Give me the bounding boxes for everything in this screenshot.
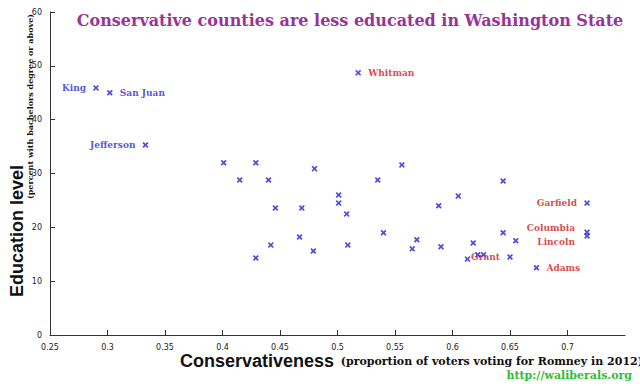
svg-text:Columbia: Columbia	[527, 223, 575, 233]
svg-text:Jefferson: Jefferson	[89, 140, 136, 150]
svg-text:0.6: 0.6	[446, 343, 459, 352]
svg-text:0.7: 0.7	[561, 343, 574, 352]
svg-text:0.5: 0.5	[331, 343, 344, 352]
svg-text:0.45: 0.45	[271, 343, 289, 352]
svg-text:0.65: 0.65	[501, 343, 519, 352]
svg-text:http://waliberals.org: http://waliberals.org	[506, 369, 632, 382]
svg-text:30: 30	[32, 169, 42, 178]
svg-text:0.25: 0.25	[41, 343, 59, 352]
svg-text:San Juan: San Juan	[120, 88, 166, 98]
svg-text:20: 20	[32, 223, 42, 232]
svg-text:0.35: 0.35	[156, 343, 174, 352]
svg-text:(proportion of voters voting f: (proportion of voters voting for Romney …	[341, 355, 640, 368]
svg-text:King: King	[62, 83, 87, 93]
svg-text:Grant: Grant	[471, 252, 501, 262]
svg-text:40: 40	[32, 115, 42, 124]
svg-text:10: 10	[32, 277, 42, 286]
svg-text:Conservative counties are less: Conservative counties are less educated …	[77, 11, 623, 30]
svg-text:Lincoln: Lincoln	[537, 237, 575, 247]
svg-text:60: 60	[32, 8, 42, 17]
svg-text:0.55: 0.55	[386, 343, 404, 352]
svg-text:Whitman: Whitman	[367, 68, 415, 78]
svg-text:Conservativeness: Conservativeness	[180, 351, 334, 371]
svg-text:Garfield: Garfield	[537, 198, 578, 208]
svg-text:0: 0	[37, 331, 42, 340]
svg-text:(percent with bachelors degree: (percent with bachelors degree or above)	[25, 14, 35, 199]
svg-text:0.3: 0.3	[101, 343, 114, 352]
svg-text:Education level: Education level	[7, 165, 27, 297]
svg-text:50: 50	[32, 61, 42, 70]
svg-text:0.4: 0.4	[216, 343, 229, 352]
svg-text:Adams: Adams	[545, 263, 580, 273]
